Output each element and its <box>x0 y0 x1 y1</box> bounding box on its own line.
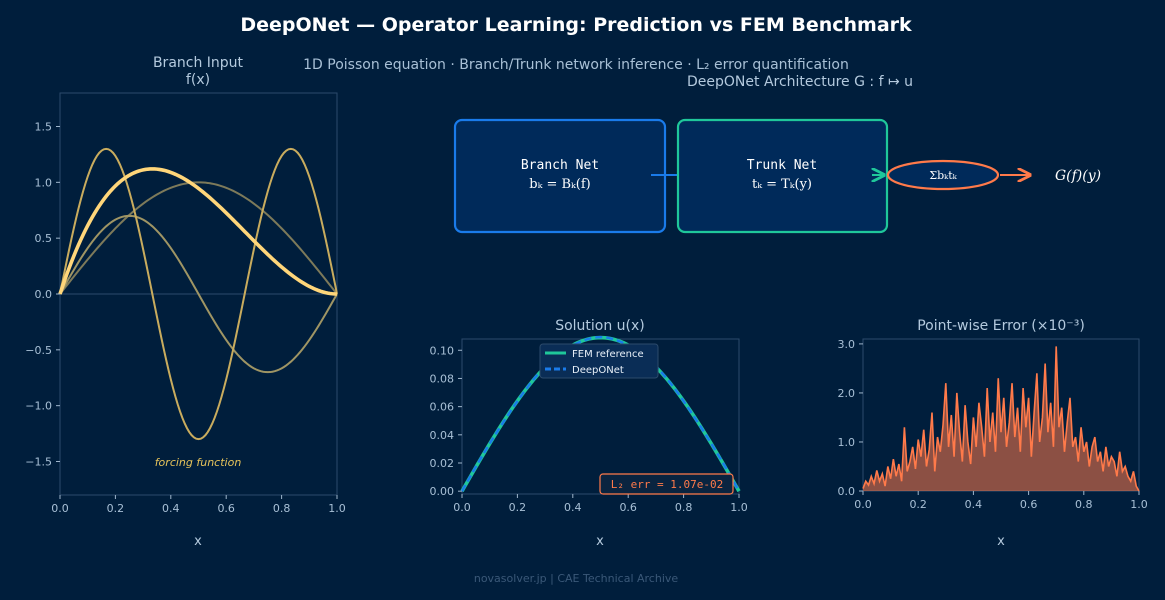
branch-xtick-label: 0.8 <box>273 502 291 515</box>
branch-series-line-2 <box>59 214 338 374</box>
branch-ytick-label: 0.0 <box>35 288 53 301</box>
legend-deeponet-label: DeepONet <box>572 365 624 376</box>
sum-node-label: Σbₖtₖ <box>929 169 957 182</box>
branch-xtick-label: 0.6 <box>217 502 235 515</box>
branch-ytick-label: −1.0 <box>25 400 52 413</box>
architecture-title: DeepONet Architecture G : f ↦ u <box>687 74 913 90</box>
branch-series-line-4 <box>58 167 338 296</box>
error-xlabel: x <box>997 534 1005 549</box>
figure-title: DeepONet — Operator Learning: Prediction… <box>240 14 912 36</box>
trunk-net-box: Trunk Net tₖ = Tₖ(y) <box>676 118 889 234</box>
solution-ytick-label: 0.00 <box>430 485 455 498</box>
solution-xtick-label: 0.2 <box>509 501 527 514</box>
trunk-net-label: Trunk Net <box>747 158 817 173</box>
solution-xtick-label: 0.0 <box>453 501 471 514</box>
operator-output-label: G(f)(y) <box>1055 168 1101 184</box>
error-xtick-label: 0.0 <box>854 498 872 511</box>
l2-error-badge: L₂ err = 1.07e-02 <box>599 473 734 495</box>
solution-xtick-label: 0.8 <box>675 501 693 514</box>
branch-net-formula: bₖ = Bₖ(f) <box>529 177 590 192</box>
error-panel: Point-wise Error (×10⁻³) 0.0 0.2 0.4 0.6 0.8… <box>838 318 1148 549</box>
branch-xtick-label: 0.4 <box>162 502 180 515</box>
branch-net-box: Branch Net bₖ = Bₖ(f) <box>453 118 667 234</box>
error-ytick-label: 3.0 <box>838 338 856 351</box>
error-xtick-label: 0.2 <box>909 498 927 511</box>
forcing-function-annotation: forcing function <box>155 456 242 469</box>
solution-ytick-label: 0.02 <box>430 457 455 470</box>
error-xtick-label: 0.6 <box>1020 498 1038 511</box>
error-area-fill <box>863 346 1139 491</box>
solution-xlabel: x <box>596 534 604 549</box>
branch-input-panel: Branch Input f(x) 0.0 0.2 0.4 0.6 0.8 1.0 −1.5… <box>25 55 345 549</box>
branch-input-title: Branch Input f(x) <box>153 55 244 88</box>
branch-input-title-line: Branch Input <box>153 55 244 71</box>
branch-series-line-1 <box>59 181 338 295</box>
l2-error-text: L₂ err = 1.07e-02 <box>611 478 724 491</box>
error-line <box>862 346 1140 492</box>
error-title: Point-wise Error (×10⁻³) <box>917 318 1085 334</box>
branch-ytick-label: −1.5 <box>25 456 52 469</box>
figure-footer: novasolver.jp | CAE Technical Archive <box>474 572 679 585</box>
error-xtick-label: 1.0 <box>1130 498 1148 511</box>
error-ytick-label: 2.0 <box>838 387 856 400</box>
branch-xtick-label: 1.0 <box>328 502 346 515</box>
error-xtick-label: 0.8 <box>1075 498 1093 511</box>
error-ytick-label: 0.0 <box>838 485 856 498</box>
deeponet-line <box>460 335 741 492</box>
branch-input-xlabel: x <box>194 534 202 549</box>
branch-ytick-label: −0.5 <box>25 344 52 357</box>
solution-ytick-label: 0.08 <box>430 372 455 385</box>
branch-xtick-label: 0.2 <box>107 502 125 515</box>
branch-net-label: Branch Net <box>521 158 599 173</box>
branch-ytick-label: 1.5 <box>35 121 53 134</box>
solution-ytick-label: 0.06 <box>430 401 455 414</box>
legend-fem-label: FEM reference <box>572 349 644 360</box>
trunk-net-formula: tₖ = Tₖ(y) <box>752 177 812 192</box>
figure-subtitle: 1D Poisson equation · Branch/Trunk netwo… <box>303 57 849 73</box>
solution-panel: Solution u(x) 0.0 0.2 0.4 0.6 0.8 1.0 0.00 0.0… <box>430 318 748 549</box>
architecture-diagram: DeepONet Architecture G : f ↦ u Branch N… <box>453 74 1101 234</box>
solution-legend: FEM reference DeepONet <box>539 343 659 379</box>
error-ytick-label: 1.0 <box>838 436 856 449</box>
branch-ytick-label: 1.0 <box>35 176 53 189</box>
branch-ytick-label: 0.5 <box>35 232 53 245</box>
sum-node: Σbₖtₖ <box>886 159 1000 191</box>
solution-ytick-label: 0.10 <box>430 344 455 357</box>
error-xtick-label: 0.4 <box>965 498 983 511</box>
branch-input-title-line: f(x) <box>186 72 210 88</box>
solution-ytick-label: 0.04 <box>430 429 455 442</box>
solution-xtick-label: 0.6 <box>619 501 637 514</box>
branch-series-line-3 <box>59 147 338 441</box>
solution-xtick-label: 0.4 <box>564 501 582 514</box>
branch-xtick-label: 0.0 <box>51 502 69 515</box>
solution-xtick-label: 1.0 <box>730 501 748 514</box>
solution-title: Solution u(x) <box>555 318 645 334</box>
